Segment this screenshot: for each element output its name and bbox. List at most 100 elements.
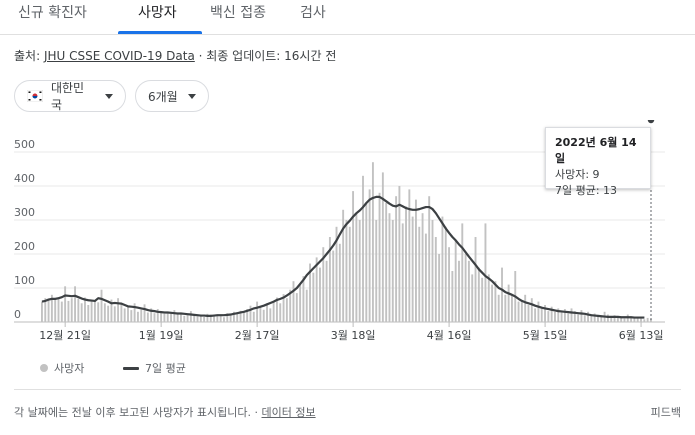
- deaths-bar: [239, 310, 242, 322]
- tab-deaths[interactable]: 사망자: [138, 5, 177, 21]
- deaths-bar: [358, 220, 361, 322]
- deaths-bar: [203, 316, 206, 322]
- deaths-bar: [110, 299, 113, 322]
- deaths-bar: [236, 313, 239, 322]
- deaths-bar: [229, 314, 232, 322]
- x-tick-label: 6월 13일: [619, 328, 664, 342]
- deaths-bar: [613, 315, 616, 322]
- deaths-bar: [160, 311, 163, 322]
- deaths-bar: [570, 308, 573, 322]
- deaths-bar: [206, 313, 209, 322]
- deaths-bar: [335, 226, 338, 322]
- deaths-bar: [163, 313, 166, 322]
- deaths-bar: [150, 308, 153, 322]
- tab-new-cases[interactable]: 신규 확진자: [18, 5, 87, 21]
- deaths-bar: [597, 315, 599, 322]
- deaths-bar: [434, 237, 437, 322]
- deaths-bar: [590, 315, 593, 322]
- deaths-bar: [123, 308, 126, 322]
- deaths-bar: [312, 272, 315, 322]
- tab-vaccinations[interactable]: 백신 접종: [210, 5, 266, 21]
- deaths-bar: [424, 233, 427, 322]
- deaths-bar: [524, 294, 527, 322]
- deaths-bar: [67, 300, 70, 322]
- deaths-bar: [610, 316, 613, 322]
- deaths-bar: [289, 289, 292, 322]
- deaths-bar: [223, 317, 225, 322]
- deaths-bar: [375, 220, 378, 322]
- deaths-bar: [530, 298, 533, 322]
- deaths-bar: [365, 203, 368, 322]
- deaths-bar: [507, 284, 510, 322]
- x-tick-label: 2월 17일: [235, 328, 280, 342]
- deaths-bar: [504, 294, 507, 322]
- korea-flag-icon: [27, 90, 43, 102]
- deaths-bar: [368, 189, 371, 322]
- source-link[interactable]: JHU CSSE COVID-19 Data: [43, 49, 195, 63]
- deaths-bar: [180, 312, 182, 322]
- deaths-bar: [600, 315, 603, 322]
- deaths-bar: [70, 298, 73, 322]
- deaths-bar: [262, 309, 265, 322]
- deaths-bar: [338, 243, 341, 322]
- feedback-link[interactable]: 피드백: [650, 406, 681, 419]
- deaths-bar: [299, 284, 302, 322]
- tooltip-date: 2022년 6월 14일: [555, 136, 637, 165]
- chevron-down-icon: [105, 93, 113, 99]
- legend-bars-swatch: [40, 364, 48, 372]
- deaths-bar: [302, 276, 305, 322]
- deaths-bar: [408, 189, 411, 322]
- deaths-bar: [643, 319, 646, 322]
- deaths-bar: [50, 294, 53, 322]
- deaths-bar: [219, 315, 222, 322]
- deaths-bar: [107, 305, 110, 322]
- hover-tooltip: 2022년 6월 14일 사망자: 9 7일 평균: 13: [545, 127, 651, 197]
- x-tick-label: 12월 21일: [39, 328, 91, 342]
- deaths-bar: [537, 301, 540, 322]
- deaths-chart[interactable]: 0 100 200 300 400 500 12월 21일 1월 19일 2월 17일 3월 1…: [0, 120, 695, 350]
- deaths-bar: [176, 314, 179, 322]
- deaths-bar: [547, 311, 550, 322]
- deaths-bar: [348, 226, 351, 322]
- deaths-bar: [583, 315, 586, 322]
- period-dropdown[interactable]: 6개월: [135, 80, 209, 112]
- deaths-bar: [282, 294, 285, 322]
- deaths-bar: [183, 315, 186, 322]
- deaths-bar: [391, 220, 394, 322]
- deaths-bar: [623, 318, 626, 322]
- deaths-bar: [140, 309, 143, 322]
- deaths-bar: [77, 298, 80, 322]
- deaths-bar: [418, 226, 421, 322]
- deaths-bar: [117, 298, 120, 322]
- data-info-link[interactable]: 데이터 정보: [261, 406, 316, 419]
- deaths-bar: [113, 306, 116, 322]
- deaths-bar: [620, 316, 623, 322]
- deaths-bar: [352, 191, 355, 322]
- deaths-bar: [388, 213, 391, 322]
- deaths-bar: [41, 301, 43, 322]
- tooltip-average: 7일 평균: 13: [555, 184, 618, 197]
- deaths-bar: [646, 317, 649, 322]
- country-dropdown[interactable]: 대한민국: [14, 80, 126, 112]
- deaths-bar: [64, 286, 67, 322]
- country-value: 대한민국: [50, 81, 85, 112]
- deaths-bar: [616, 317, 619, 322]
- deaths-bar: [170, 313, 172, 322]
- deaths-bar: [371, 162, 374, 322]
- deaths-bar: [481, 277, 484, 322]
- deaths-bar: [398, 186, 401, 322]
- deaths-bar: [166, 312, 169, 322]
- deaths-bar: [44, 298, 47, 322]
- deaths-bar: [550, 306, 553, 322]
- deaths-bar: [606, 314, 609, 322]
- deaths-bar: [127, 305, 129, 322]
- deaths-bar: [580, 310, 583, 322]
- deaths-bar: [544, 305, 546, 322]
- tab-testing[interactable]: 검사: [300, 5, 326, 21]
- deaths-bar: [471, 274, 474, 322]
- deaths-bar: [90, 300, 93, 322]
- deaths-bar: [196, 316, 199, 322]
- y-tick-label: 0: [14, 308, 21, 321]
- deaths-bar: [143, 304, 146, 322]
- avg-line: [41, 195, 645, 319]
